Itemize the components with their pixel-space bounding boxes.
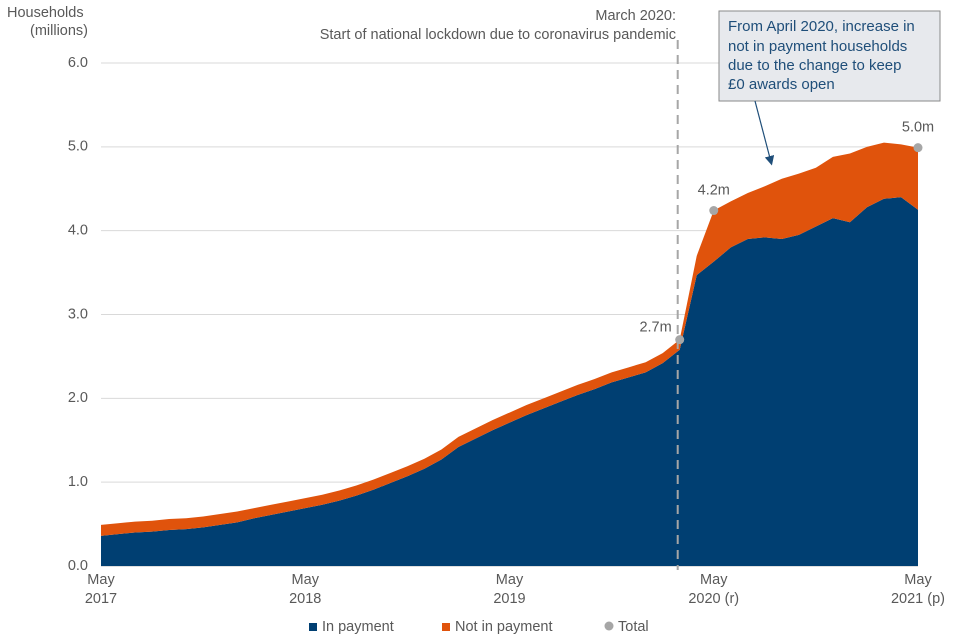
x-tick-label: 2018 <box>289 591 321 607</box>
y-tick-label: 4.0 <box>68 222 88 238</box>
data-label: 4.2m <box>698 182 730 198</box>
x-tick-label: May <box>87 572 115 588</box>
foreground: 0.0 1.0 2.0 3.0 4.0 5.0 6.0 May 2017 May 2018 May 20… <box>68 55 945 635</box>
data-label: 2.7m <box>639 319 671 335</box>
legend-swatch <box>442 623 450 631</box>
total-point <box>913 143 923 153</box>
legend-swatch <box>309 623 317 631</box>
annotation: Start of national lockdown due to corona… <box>320 27 676 43</box>
callout-text: From April 2020, increase in <box>728 18 915 35</box>
legend-swatch <box>604 621 614 631</box>
grid <box>101 62 918 567</box>
callout-box <box>718 10 941 102</box>
total-point <box>709 206 719 216</box>
legend-label: Total <box>618 619 649 635</box>
callout-arrow <box>754 100 775 166</box>
y-tick-label: 1.0 <box>68 474 88 490</box>
y-tick-label: 6.0 <box>68 55 88 71</box>
y-tick-label: 0.0 <box>68 558 88 574</box>
y-axis-title: Households <box>7 5 84 21</box>
annotation: March 2020: <box>595 8 676 24</box>
y-tick-label: 2.0 <box>68 390 88 406</box>
callout-text: £0 awards open <box>728 76 835 93</box>
area <box>101 142 918 536</box>
area <box>101 197 918 566</box>
x-tick-label: 2021 (p) <box>891 591 945 607</box>
callout: From April 2020, increase in not in paym… <box>718 10 941 166</box>
x-tick-label: May <box>904 572 932 588</box>
total-point <box>675 335 685 345</box>
y-tick-label: 5.0 <box>68 139 88 155</box>
data-label: 5.0m <box>902 119 934 135</box>
legend-label: In payment <box>322 619 394 635</box>
areas <box>101 142 918 566</box>
callout-text: not in payment households <box>728 38 907 55</box>
x-tick-label: 2020 (r) <box>688 591 739 607</box>
x-tick-label: May <box>292 572 320 588</box>
y-axis-title: (millions) <box>30 23 88 39</box>
legend-label: Not in payment <box>455 619 553 635</box>
x-tick-label: May <box>496 572 524 588</box>
x-tick-label: 2019 <box>493 591 525 607</box>
x-tick-label: 2017 <box>85 591 117 607</box>
y-tick-label: 3.0 <box>68 306 88 322</box>
callout-text: due to the change to keep <box>728 57 901 74</box>
x-tick-label: May <box>700 572 728 588</box>
